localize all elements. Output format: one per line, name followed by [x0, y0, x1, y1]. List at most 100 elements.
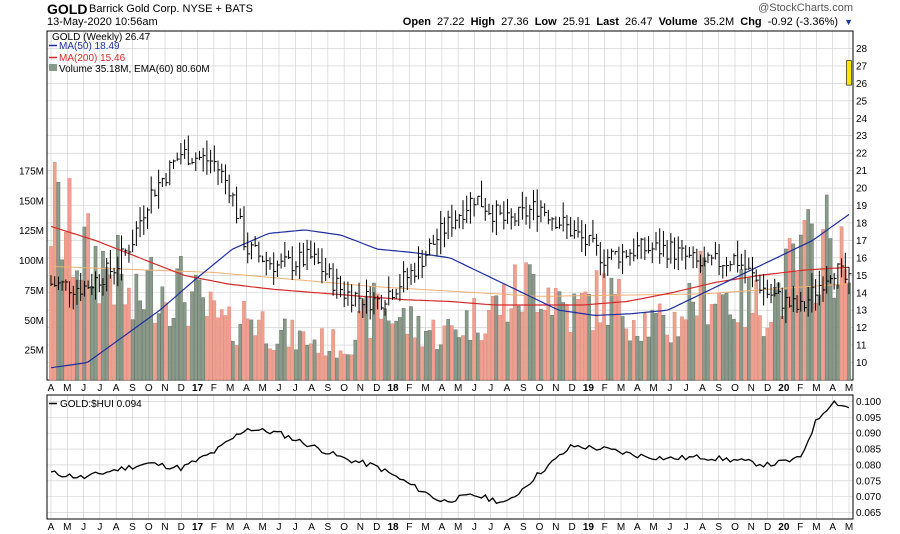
x-tick-label: A [48, 522, 55, 533]
x-tick-label: S [325, 383, 332, 394]
volume-bar [101, 250, 105, 381]
volume-bar [201, 297, 205, 381]
volume-bar [301, 331, 306, 381]
main-panel-frame [46, 30, 854, 381]
volume-bar [487, 310, 491, 381]
volume-bar [591, 330, 595, 381]
dropdown-triangle-icon[interactable]: ▼ [844, 17, 853, 27]
volume-bar [539, 308, 543, 381]
volume-bar [127, 287, 131, 381]
volume-bar [832, 297, 836, 381]
legend-price: GOLD (Weekly) 26.47 [52, 32, 151, 43]
volume-bar [709, 304, 714, 381]
x-tick-label: A [243, 522, 250, 533]
volume-bar [368, 338, 373, 381]
volume-bar [821, 229, 825, 381]
x-tick-label: D [764, 522, 771, 533]
volume-bar [754, 280, 759, 381]
volume-bar [468, 340, 473, 381]
volume-bar [787, 238, 792, 381]
volume-bar [635, 336, 640, 381]
x-tick-label: F [602, 383, 608, 394]
volume-bar [119, 273, 124, 381]
volume-bar [268, 348, 272, 381]
volume-value: 35.2M [703, 16, 735, 28]
volume-bar [836, 285, 840, 381]
volume-bar [141, 309, 146, 381]
volume-bar [149, 257, 154, 381]
volume-bar [90, 286, 94, 381]
x-tick-label: M [454, 383, 462, 394]
x-tick-label: 18 [387, 383, 399, 394]
volume-tick-label: 175M [19, 166, 44, 177]
x-tick-label: M [226, 383, 234, 394]
x-tick-label: 17 [192, 522, 204, 533]
volume-bar [431, 319, 436, 381]
volume-bar [535, 311, 540, 381]
x-tick-label: A [634, 522, 641, 533]
y-tick-label: 28 [856, 44, 868, 55]
volume-bar [713, 303, 718, 381]
volume-bar [416, 315, 421, 381]
y-tick-label: 13 [856, 306, 868, 317]
lower-panel-frame [46, 394, 854, 520]
volume-bar [409, 306, 413, 381]
x-tick-label: J [81, 383, 86, 394]
volume-tick-label: 100M [19, 256, 44, 267]
volume-bar [375, 293, 380, 381]
ratio-path [50, 400, 850, 505]
x-tick-label: D [569, 522, 576, 533]
volume-bar [698, 250, 703, 381]
volume-bar [171, 317, 176, 381]
x-tick-label: O [145, 522, 153, 533]
volume-bar [420, 346, 424, 381]
last-candle [846, 60, 852, 86]
x-tick-label: J [293, 383, 298, 394]
volume-bar [561, 302, 566, 381]
volume-bar [379, 318, 384, 381]
volume-bar [665, 334, 669, 381]
legend-ma50: MA(50) 18.49 [59, 41, 120, 52]
x-tick-label: D [764, 383, 771, 394]
volume-bar [242, 300, 246, 381]
volume-bar [71, 277, 76, 381]
x-tick-label: N [357, 522, 364, 533]
volume-bar [182, 302, 187, 381]
volume-bar [483, 333, 488, 381]
volume-bar [750, 313, 755, 381]
chart-header: GOLD Barrick Gold Corp. NYSE + BATS @Sto… [47, 0, 853, 30]
volume-bar [349, 354, 354, 381]
x-tick-label: J [667, 522, 672, 533]
volume-bar [528, 264, 532, 381]
volume-bar [657, 303, 662, 381]
volume-bar [123, 304, 128, 381]
volume-bar [316, 352, 321, 381]
volume-bar [542, 310, 547, 381]
x-tick-label: N [552, 383, 559, 394]
x-tick-label: S [129, 522, 136, 533]
volume-bar [654, 312, 658, 381]
volume-bar [776, 282, 781, 381]
volume-bar [257, 319, 261, 381]
x-tick-label: 19 [583, 522, 595, 533]
volume-bar [828, 238, 833, 381]
x-tick-label: O [340, 383, 348, 394]
volume-bar [683, 319, 688, 381]
volume-bar [502, 284, 506, 381]
volume-bar [52, 162, 57, 381]
x-tick-label: O [145, 383, 153, 394]
volume-bar [839, 226, 844, 381]
x-tick-label: J [488, 522, 493, 533]
volume-bar [386, 320, 391, 381]
volume-bar [223, 315, 228, 381]
volume-bar [669, 342, 673, 381]
x-tick-label: J [472, 522, 477, 533]
volume-bar [309, 343, 313, 381]
volume-bar [264, 343, 269, 381]
volume-bar [680, 316, 684, 381]
volume-bar [605, 325, 610, 381]
volume-bar [498, 315, 502, 381]
volume-bar [531, 274, 536, 381]
volume-bar [802, 220, 807, 381]
